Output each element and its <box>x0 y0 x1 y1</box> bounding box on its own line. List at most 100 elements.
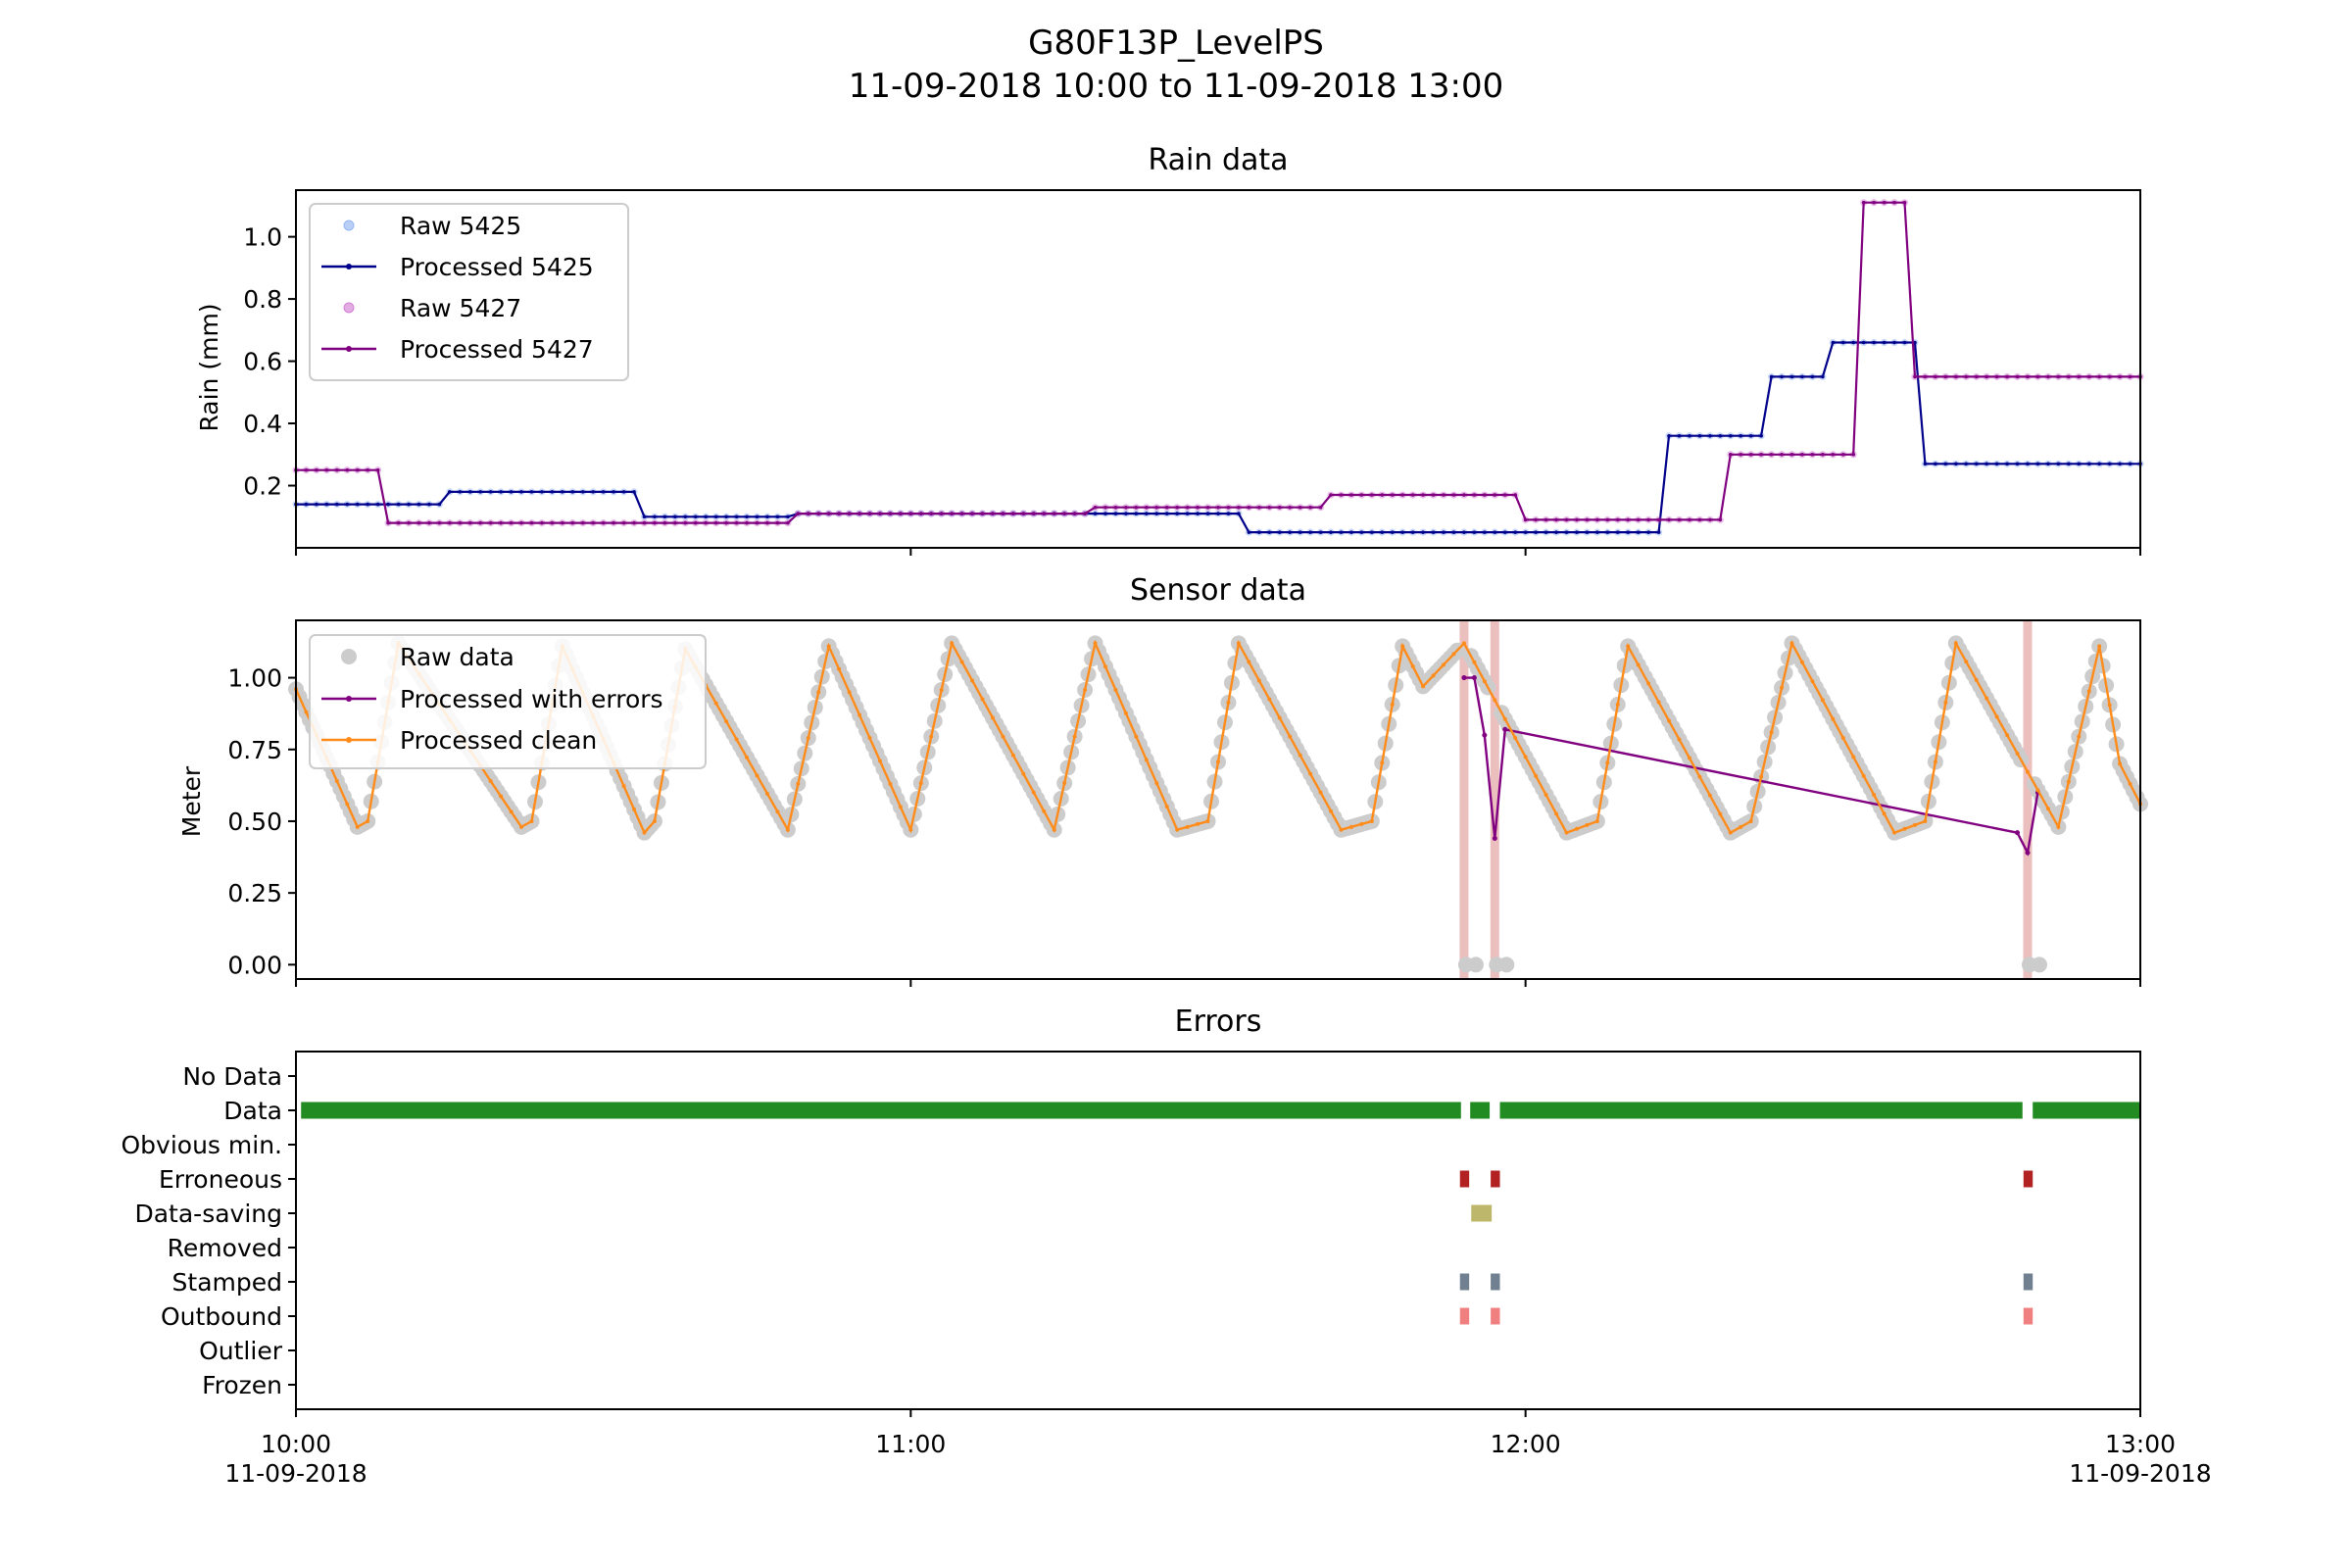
sensor-frame <box>295 619 2141 980</box>
rain-processed-5427-point <box>1656 517 1661 522</box>
rain-processed-5425-point <box>642 514 647 519</box>
rain-processed-5425-point <box>396 502 401 507</box>
sensor-processed-clean-point <box>1472 660 1477 664</box>
rain-processed-5427-point <box>899 512 903 515</box>
sensor-processed-errors-point <box>1492 836 1497 842</box>
rain-processed-5427-point <box>806 512 810 515</box>
rain-processed-5425-point <box>478 490 483 494</box>
rain-processed-5425-point <box>1554 530 1558 534</box>
rain-processed-5425-point <box>1974 462 1979 466</box>
rain-processed-5427-point <box>1185 505 1190 510</box>
errors-category-label: Obvious min. <box>122 1131 283 1159</box>
rain-processed-5425-point <box>1810 374 1815 379</box>
rain-processed-5427-point <box>1534 517 1538 522</box>
rain-processed-5427-point <box>1237 505 1241 510</box>
sensor-processed-clean-point <box>1789 641 1794 646</box>
rain-processed-5427-point <box>1718 517 1723 522</box>
sensor-processed-clean-point <box>1974 677 1979 682</box>
sensor-processed-clean-point <box>1318 790 1323 795</box>
sensor-processed-clean-point <box>1390 702 1395 707</box>
sensor-processed-errors-point <box>1482 732 1488 738</box>
rain-processed-5427-point <box>1072 512 1077 515</box>
errors-segment-data <box>301 1102 1461 1119</box>
sensor-processed-clean-point <box>1872 793 1877 798</box>
rain-processed-5425-point <box>509 490 514 494</box>
rain-processed-5425-point <box>529 490 534 494</box>
rain-processed-5425-point <box>1615 530 1620 534</box>
sensor-processed-clean-point <box>867 736 872 741</box>
sensor-panel: Sensor data Meter 0.00 0.25 0.50 0.75 1.00 R… <box>177 573 2148 980</box>
errors-category-label: Stamped <box>172 1268 282 1297</box>
sensor-processed-clean-point <box>1298 753 1302 758</box>
rain-processed-5425-point <box>1656 530 1661 534</box>
x-tick-time-label: 11:00 <box>875 1430 946 1458</box>
sensor-processed-clean-point <box>1892 830 1897 835</box>
legend-raw5427-label: Raw 5427 <box>400 294 521 322</box>
sensor-processed-clean-point <box>2005 733 2010 738</box>
sensor-processed-clean-point <box>1359 821 1364 826</box>
rain-processed-5425-point <box>591 490 596 494</box>
rain-processed-5427-point <box>1697 517 1702 522</box>
errors-plot-area <box>301 1102 2140 1325</box>
legend-proc5427-marker <box>346 346 352 352</box>
sensor-processed-clean-point <box>1308 771 1313 776</box>
rain-processed-5425-point <box>1954 462 1958 466</box>
errors-category-label: Outlier <box>199 1337 283 1365</box>
rain-processed-5425-point <box>1185 512 1190 515</box>
rain-processed-5427-point <box>662 520 667 525</box>
rain-processed-5427-point <box>704 520 709 525</box>
sensor-processed-clean-point <box>1277 715 1282 720</box>
sensor-processed-clean-point <box>1953 641 1958 646</box>
sensor-processed-clean-point <box>1072 734 1077 739</box>
rain-processed-5427-point <box>1821 452 1825 457</box>
sensor-processed-clean-point <box>2107 703 2112 708</box>
rain-processed-5427-point <box>765 520 769 525</box>
rain-processed-5425-point <box>1667 433 1671 438</box>
rain-processed-5425-point <box>1800 374 1804 379</box>
sensor-processed-clean-point <box>1247 660 1251 664</box>
rain-processed-5425-point <box>1196 512 1200 515</box>
rain-processed-5427-point <box>1298 505 1302 510</box>
sensor-processed-clean-point <box>355 824 360 829</box>
rain-processed-5425-point <box>1359 530 1364 534</box>
rain-processed-5427-point <box>1872 200 1876 205</box>
sensor-processed-errors-point <box>1461 675 1467 681</box>
rain-processed-5427-point <box>1021 512 1026 515</box>
rain-processed-5427-point <box>1902 200 1907 205</box>
rain-processed-5427-point <box>2035 374 2040 379</box>
rain-processed-5427-point <box>345 467 350 472</box>
rain-processed-5427-point <box>1103 505 1107 510</box>
rain-processed-5425-point <box>1145 512 1149 515</box>
rain-processed-5427-point <box>1205 505 1210 510</box>
rain-processed-5427-point <box>1400 493 1404 497</box>
sensor-processed-errors-point <box>2025 850 2031 856</box>
rain-processed-5427-point <box>1318 505 1323 510</box>
errors-category-label: Data <box>223 1097 282 1125</box>
sensor-processed-clean-point <box>1861 773 1866 778</box>
rain-processed-5427-point <box>1145 505 1149 510</box>
rain-processed-5427-point <box>1083 512 1087 515</box>
rain-ytick-label: 0.2 <box>243 472 282 501</box>
rain-processed-5427-point <box>1001 512 1005 515</box>
sensor-processed-clean-point <box>1912 822 1917 827</box>
rain-processed-5427-point <box>796 512 801 515</box>
rain-processed-5425-point <box>1093 512 1098 515</box>
rain-processed-5427-point <box>1595 517 1599 522</box>
sensor-raw-zero-point <box>1498 956 1515 973</box>
sensor-processed-clean-point <box>488 778 493 783</box>
rain-processed-5427-point <box>407 520 411 525</box>
sensor-processed-clean-point <box>1256 678 1261 683</box>
rain-processed-5425-point <box>386 502 390 507</box>
errors-category-label: Data-saving <box>134 1200 282 1228</box>
rain-processed-5425-point <box>1493 530 1497 534</box>
rain-processed-5425-point <box>2005 462 2009 466</box>
rain-processed-5427-point <box>1780 452 1784 457</box>
errors-segment-data <box>2033 1102 2140 1119</box>
rain-processed-5427-point <box>939 512 944 515</box>
sensor-processed-clean-point <box>1154 781 1159 786</box>
legend-proc-clean-label: Processed clean <box>400 726 597 755</box>
rain-processed-5427-point <box>561 520 564 525</box>
sensor-processed-clean-point <box>2077 734 2082 739</box>
sensor-processed-clean-point <box>959 660 964 664</box>
sensor-processed-clean-point <box>1113 688 1118 693</box>
